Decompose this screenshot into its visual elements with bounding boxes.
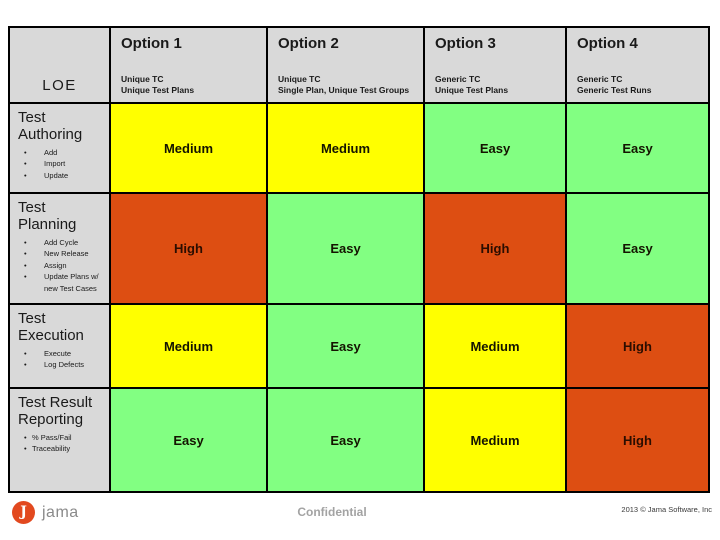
subtitle-line: Generic TC: [435, 73, 481, 84]
row-header-test-result-reporting: Test Result Reporting % Pass/Fail Tracea…: [10, 389, 109, 491]
column-subtitle: Unique TC Unique Test Plans: [121, 74, 256, 96]
loe-cell-planning-option3: High: [425, 194, 565, 303]
loe-value: High: [480, 241, 510, 256]
bullet-item: Log Defects: [18, 359, 103, 371]
loe-value: Medium: [470, 338, 520, 354]
loe-cell-execution-option2: Easy: [268, 305, 423, 387]
subtitle-line: Generic Test Runs: [577, 84, 652, 95]
bullet-item: Update: [18, 170, 103, 182]
row-header-test-execution: Test Execution Execute Log Defects: [10, 305, 109, 387]
column-header-option-3: Option 3 Generic TC Unique Test Plans: [425, 28, 565, 102]
row-header-test-planning: Test Planning Add Cycle New Release Assi…: [10, 194, 109, 303]
subtitle-line: Unique TC: [278, 73, 321, 84]
bullet-item: New Release: [18, 248, 103, 260]
loe-value: Easy: [330, 338, 361, 354]
jama-logo: J jama: [12, 501, 79, 524]
table-corner-loe-label: LOE: [10, 28, 109, 102]
loe-comparison-table: LOE Option 1 Unique TC Unique Test Plans…: [8, 26, 710, 493]
loe-cell-authoring-option1: Medium: [111, 104, 266, 192]
row-bullet-list: Add Import Update: [18, 147, 103, 182]
subtitle-line: Generic TC: [577, 73, 623, 84]
loe-cell-reporting-option2: Easy: [268, 389, 423, 491]
row-title: Test Authoring: [18, 109, 83, 144]
loe-value: High: [174, 241, 203, 256]
loe-value: High: [623, 338, 652, 354]
loe-value: Easy: [330, 241, 361, 256]
loe-cell-reporting-option1: Easy: [111, 389, 266, 491]
row-bullet-list: Add Cycle New Release Assign Update Plan…: [18, 237, 103, 295]
loe-value: Easy: [479, 140, 511, 156]
loe-cell-authoring-option4: Easy: [567, 104, 708, 192]
row-header-test-authoring: Test Authoring Add Import Update: [10, 104, 109, 192]
loe-value: Easy: [173, 432, 204, 448]
loe-value: Easy: [622, 241, 653, 256]
column-title: Option 4: [577, 35, 638, 52]
copyright-label: 2013 © Jama Software, Inc: [621, 505, 712, 514]
bullet-item: Traceability: [18, 443, 103, 455]
row-bullet-list: Execute Log Defects: [18, 348, 103, 371]
column-title: Option 2: [278, 35, 339, 52]
jama-logo-wordmark: jama: [42, 503, 79, 521]
loe-cell-execution-option1: Medium: [111, 305, 266, 387]
subtitle-line: Unique TC: [121, 73, 164, 84]
loe-cell-authoring-option3: Easy: [425, 104, 565, 192]
bullet-item: % Pass/Fail: [18, 432, 103, 444]
subtitle-line: Unique Test Plans: [121, 84, 195, 95]
subtitle-line: Unique Test Plans: [435, 84, 509, 95]
bullet-item: Execute: [18, 348, 103, 360]
column-header-option-4: Option 4 Generic TC Generic Test Runs: [567, 28, 708, 102]
bullet-item: Add: [18, 147, 103, 159]
loe-cell-authoring-option2: Medium: [268, 104, 423, 192]
loe-cell-reporting-option4: High: [567, 389, 708, 491]
row-bullet-list: % Pass/Fail Traceability: [18, 432, 103, 455]
loe-cell-planning-option1: High: [111, 194, 266, 303]
loe-cell-execution-option4: High: [567, 305, 708, 387]
loe-value: Medium: [320, 140, 371, 156]
row-title: Test Result Reporting: [18, 394, 93, 429]
subtitle-line: Single Plan, Unique Test Groups: [278, 84, 410, 95]
column-subtitle: Generic TC Unique Test Plans: [435, 74, 555, 96]
row-title: Test Planning: [18, 199, 77, 234]
bullet-item: Add Cycle: [18, 237, 103, 249]
column-header-option-2: Option 2 Unique TC Single Plan, Unique T…: [268, 28, 423, 102]
bullet-item: Import: [18, 158, 103, 170]
column-title: Option 3: [435, 35, 496, 52]
column-subtitle: Generic TC Generic Test Runs: [577, 74, 698, 96]
column-title: Option 1: [121, 35, 182, 52]
loe-value: Easy: [622, 140, 653, 156]
jama-logo-icon: J: [12, 501, 35, 524]
loe-cell-execution-option3: Medium: [425, 305, 565, 387]
loe-cell-planning-option4: Easy: [567, 194, 708, 303]
loe-cell-reporting-option3: Medium: [425, 389, 565, 491]
column-header-option-1: Option 1 Unique TC Unique Test Plans: [111, 28, 266, 102]
loe-cell-planning-option2: Easy: [268, 194, 423, 303]
row-title: Test Execution: [18, 310, 84, 345]
bullet-item: Assign: [18, 260, 103, 272]
confidential-label: Confidential: [297, 505, 367, 519]
loe-value: High: [623, 432, 652, 448]
loe-value: Medium: [163, 338, 214, 354]
loe-value: Easy: [330, 432, 361, 448]
loe-value: Medium: [163, 140, 214, 156]
loe-value: Medium: [470, 432, 520, 448]
bullet-item: Update Plans w/ new Test Cases: [18, 271, 103, 294]
column-subtitle: Unique TC Single Plan, Unique Test Group…: [278, 74, 413, 96]
